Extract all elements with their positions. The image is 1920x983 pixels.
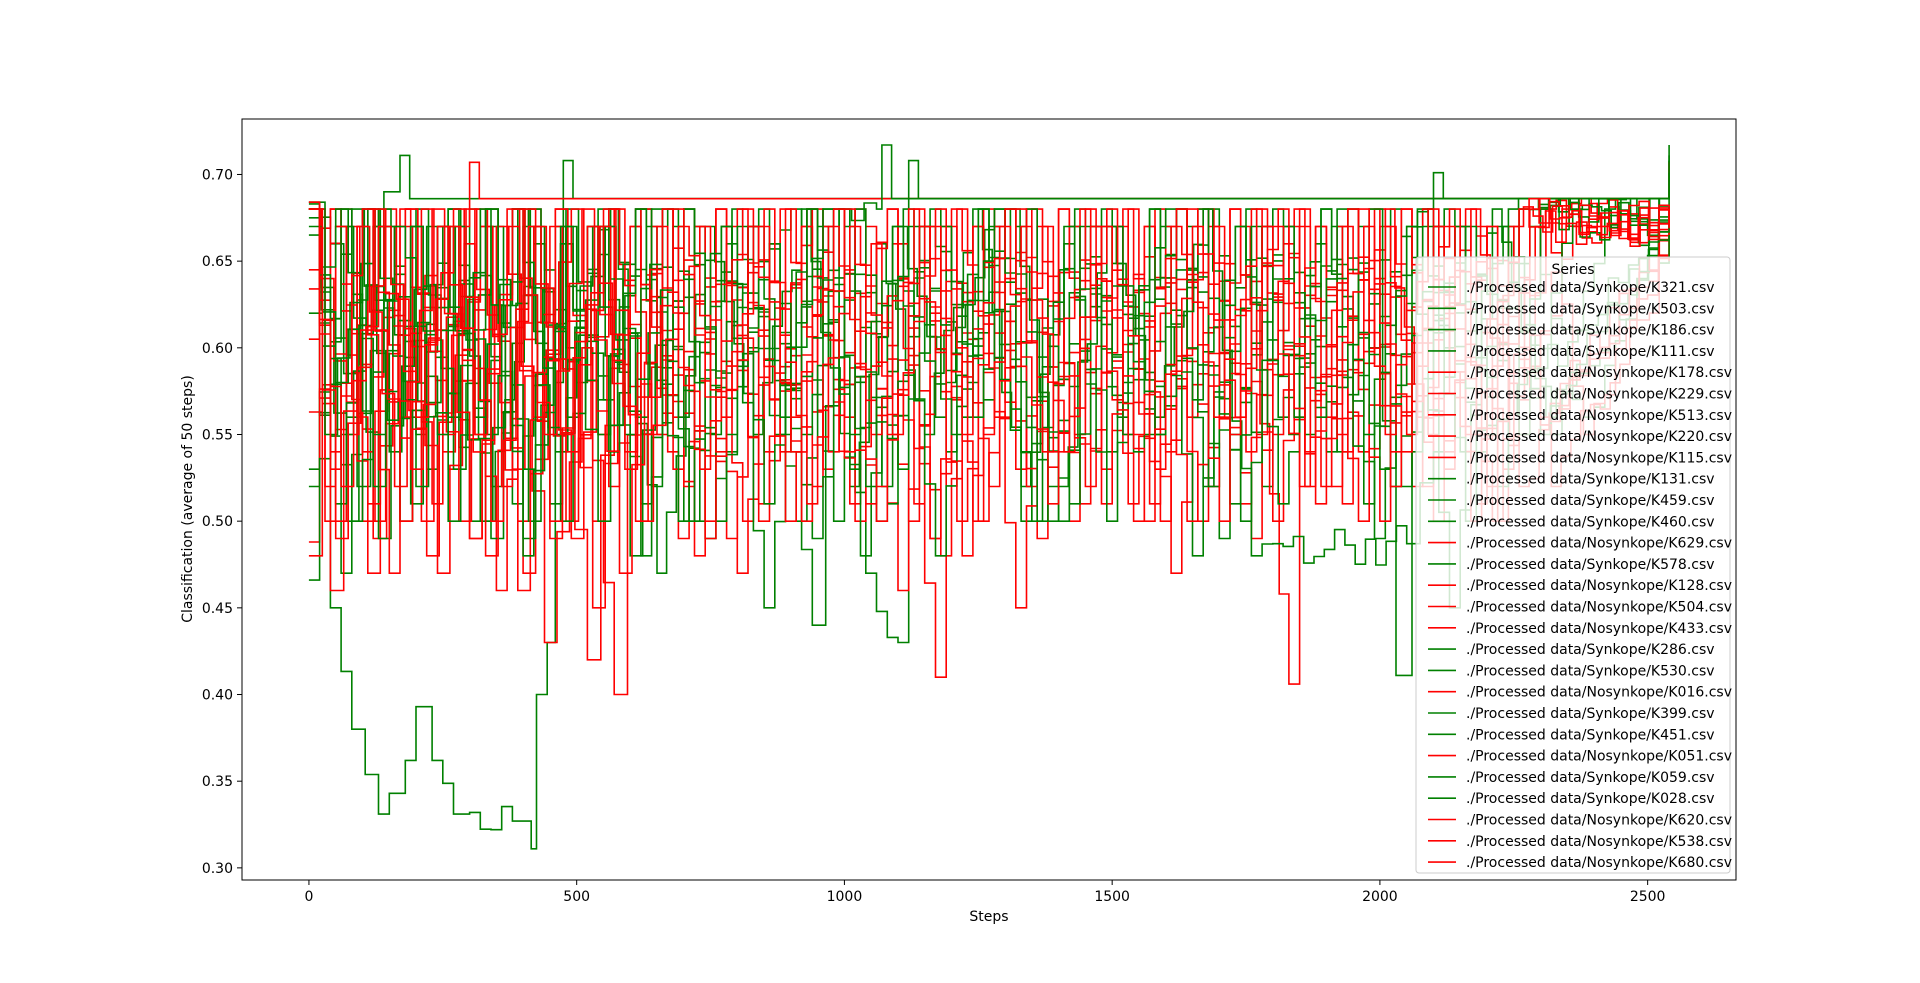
legend-label: ./Processed data/Nosynkope/K220.csv [1466,429,1732,445]
legend-label: ./Processed data/Synkope/K460.csv [1466,514,1715,530]
y-tick-label: 0.55 [202,427,233,443]
y-tick-label: 0.35 [202,774,233,790]
legend-label: ./Processed data/Synkope/K286.csv [1466,642,1715,658]
y-axis-title: Classification (average of 50 steps) [180,375,196,623]
legend-label: ./Processed data/Nosynkope/K680.csv [1466,855,1732,871]
legend-label: ./Processed data/Nosynkope/K433.csv [1466,621,1732,637]
legend-label: ./Processed data/Synkope/K578.csv [1466,557,1715,573]
x-tick-label: 2000 [1362,889,1398,905]
legend-label: ./Processed data/Synkope/K321.csv [1466,280,1715,296]
legend-label: ./Processed data/Nosynkope/K229.csv [1466,387,1732,403]
legend-label: ./Processed data/Synkope/K459.csv [1466,493,1715,509]
legend-label: ./Processed data/Synkope/K059.csv [1466,770,1715,786]
legend-label: ./Processed data/Nosynkope/K538.csv [1466,834,1732,850]
y-tick-label: 0.60 [202,341,233,357]
legend-label: ./Processed data/Nosynkope/K115.csv [1466,450,1732,466]
legend-label: ./Processed data/Synkope/K530.csv [1466,663,1715,679]
y-tick-label: 0.40 [202,688,233,704]
y-axis: 0.30 0.35 0.40 0.45 0.50 0.55 0.60 0.65 0.70 [202,167,242,877]
x-tick-label: 1500 [1094,889,1130,905]
y-tick-label: 0.30 [202,861,233,877]
x-tick-label: 2500 [1630,889,1666,905]
x-axis-title: Steps [969,909,1008,925]
legend-label: ./Processed data/Nosynkope/K620.csv [1466,813,1732,829]
series-line [308,207,1670,522]
legend-label: ./Processed data/Nosynkope/K016.csv [1466,685,1732,701]
x-axis: 0 500 1000 1500 2000 2500 [304,880,1665,905]
legend-box [1415,256,1731,874]
legend-label: ./Processed data/Synkope/K503.csv [1466,301,1715,317]
legend-label: ./Processed data/Synkope/K186.csv [1466,323,1715,339]
y-tick-label: 0.70 [202,167,233,183]
plot-frame [241,118,1737,881]
legend-label: ./Processed data/Synkope/K111.csv [1466,344,1715,360]
legend-label: ./Processed data/Synkope/K451.csv [1466,727,1715,743]
legend-label: ./Processed data/Synkope/K028.csv [1466,791,1715,807]
x-tick-label: 500 [563,889,590,905]
legend-label: ./Processed data/Nosynkope/K128.csv [1466,578,1732,594]
legend-label: ./Processed data/Nosynkope/K513.csv [1466,408,1732,424]
y-tick-label: 0.50 [202,514,233,530]
legend-title: Series [1551,262,1594,278]
legend: Series ./Processed data/Synkope/K321.csv… [1415,256,1732,874]
legend-label: ./Processed data/Synkope/K131.csv [1466,472,1715,488]
y-tick-label: 0.45 [202,601,233,617]
legend-label: ./Processed data/Nosynkope/K629.csv [1466,536,1732,552]
x-tick-label: 0 [304,889,313,905]
legend-label: ./Processed data/Nosynkope/K051.csv [1466,749,1732,765]
y-tick-label: 0.65 [202,254,233,270]
x-tick-label: 1000 [827,889,863,905]
legend-label: ./Processed data/Nosynkope/K504.csv [1466,600,1732,616]
legend-label: ./Processed data/Nosynkope/K178.csv [1466,365,1732,381]
legend-label: ./Processed data/Synkope/K399.csv [1466,706,1715,722]
